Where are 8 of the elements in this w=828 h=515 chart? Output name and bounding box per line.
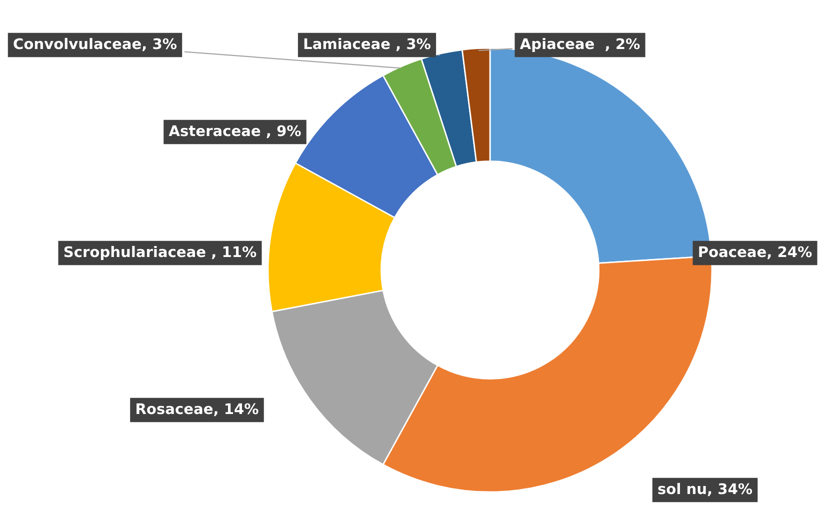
slice-label: Asteraceae , 9% — [168, 125, 301, 138]
slice-label: Apiaceae , 2% — [520, 38, 640, 52]
slice-label: Scrophulariaceae , 11% — [64, 246, 256, 260]
slice-label: Poaceae, 24% — [699, 246, 812, 260]
slice-label: Convolvulaceae, 3% — [14, 38, 177, 52]
slice-label: sol nu, 34% — [658, 482, 752, 496]
slice-label: Rosaceae, 14% — [136, 403, 258, 416]
slice-label: Lamiaceae , 3% — [304, 38, 430, 52]
